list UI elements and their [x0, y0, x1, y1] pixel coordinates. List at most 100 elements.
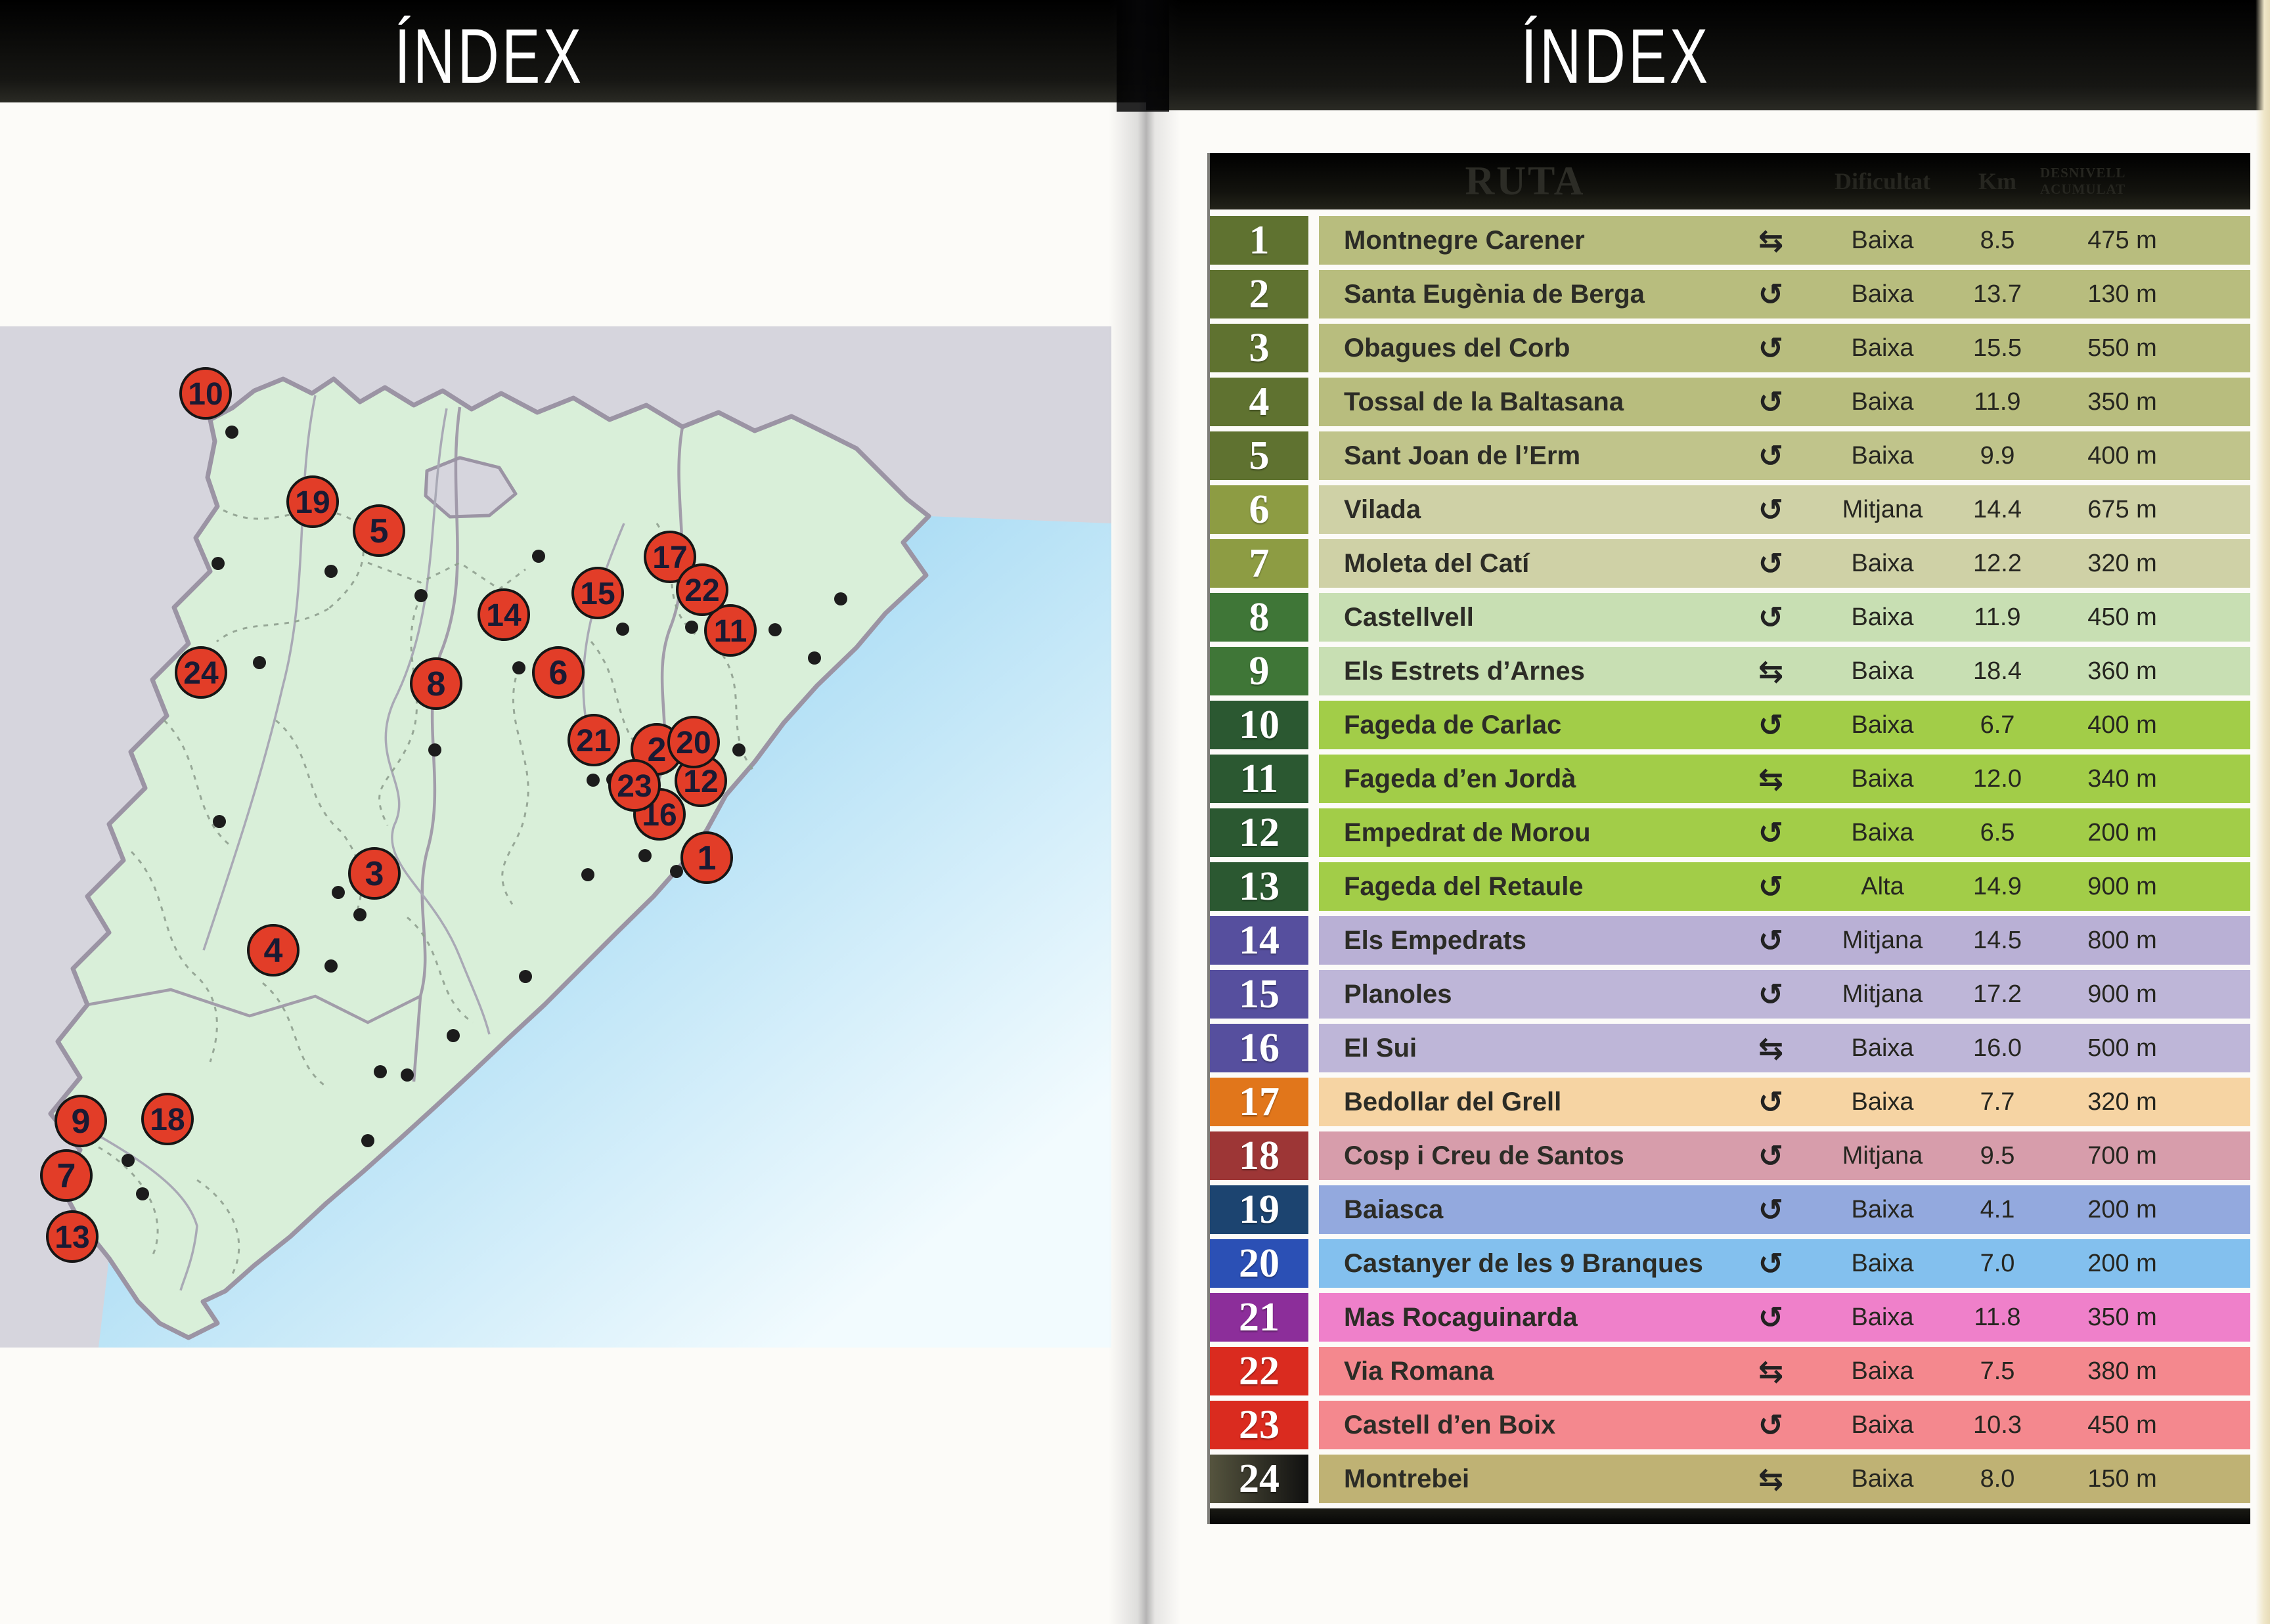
svg-text:11: 11: [714, 614, 747, 649]
route-name: Vilada: [1344, 494, 1421, 524]
row-gap: [1308, 431, 1319, 480]
route-band: Empedrat de Morou ↺ Baixa 6.5 200 m: [1319, 808, 2250, 857]
route-elevation-gain: 475 m: [2087, 226, 2157, 254]
route-elevation-gain: 360 m: [2087, 657, 2157, 685]
table-row-22: 22 Via Romana ⇆ Baixa 7.5 380 m: [1210, 1347, 2250, 1395]
table-bottom-bar: [1210, 1508, 2250, 1524]
map-marker-20: 20: [667, 716, 720, 768]
route-name: Planoles: [1344, 979, 1452, 1009]
route-number: 4: [1210, 378, 1308, 426]
route-band: Baiasca ↺ Baixa 4.1 200 m: [1319, 1185, 2250, 1234]
route-type-icon: ⇆: [1758, 1030, 1784, 1066]
row-gap: [1308, 324, 1319, 372]
route-distance-km: 11.9: [1974, 603, 2021, 631]
route-elevation-gain: 400 m: [2087, 441, 2157, 470]
row-gap: [1308, 755, 1319, 803]
route-type-icon: ↺: [1758, 384, 1784, 420]
svg-text:1: 1: [698, 839, 717, 877]
right-page-title: ÍNDEX: [1521, 13, 1711, 100]
route-type-icon: ↺: [1758, 869, 1784, 904]
town-dot: [136, 1187, 149, 1200]
route-type-icon: ↺: [1758, 1192, 1784, 1227]
map-marker-10: 10: [179, 367, 232, 420]
route-number: 10: [1210, 701, 1308, 749]
route-type-icon: ↺: [1758, 707, 1784, 743]
row-gap: [1308, 647, 1319, 695]
route-band: Fageda de Carlac ↺ Baixa 6.7 400 m: [1319, 701, 2250, 749]
route-type-icon: ↺: [1758, 1246, 1784, 1281]
route-type-icon: ↺: [1758, 815, 1784, 850]
map-marker-19: 19: [286, 475, 339, 528]
row-gap: [1308, 593, 1319, 642]
route-name: Fageda del Retaule: [1344, 871, 1584, 901]
route-difficulty: Baixa: [1851, 1303, 1914, 1331]
route-distance-km: 14.5: [1973, 926, 2022, 954]
route-elevation-gain: 800 m: [2087, 926, 2157, 954]
town-dot: [428, 743, 441, 757]
route-distance-km: 7.5: [1980, 1357, 2015, 1385]
route-difficulty: Alta: [1861, 872, 1904, 900]
table-row-23: 23 Castell d’en Boix ↺ Baixa 10.3 450 m: [1210, 1401, 2250, 1449]
town-dot: [225, 426, 238, 439]
route-type-icon: ↺: [1758, 600, 1784, 635]
svg-text:8: 8: [427, 665, 446, 703]
route-band: Els Estrets d’Arnes ⇆ Baixa 18.4 360 m: [1319, 647, 2250, 695]
svg-text:23: 23: [617, 769, 652, 804]
route-distance-km: 11.8: [1974, 1303, 2021, 1331]
route-distance-km: 8.5: [1980, 226, 2015, 254]
table-row-24: 24 Montrebei ⇆ Baixa 8.0 150 m: [1210, 1455, 2250, 1503]
route-name: Via Romana: [1344, 1356, 1494, 1386]
route-type-icon: ↺: [1758, 923, 1784, 958]
route-name: Obagues del Corb: [1344, 333, 1570, 362]
route-difficulty: Baixa: [1851, 603, 1914, 631]
town-dot: [685, 621, 698, 634]
map-marker-1: 1: [680, 831, 733, 884]
route-number: 3: [1210, 324, 1308, 372]
route-elevation-gain: 150 m: [2087, 1464, 2157, 1493]
route-distance-km: 4.1: [1980, 1195, 2015, 1223]
route-elevation-gain: 450 m: [2087, 603, 2157, 631]
route-band: Montnegre Carener ⇆ Baixa 8.5 475 m: [1319, 216, 2250, 265]
table-row-17: 17 Bedollar del Grell ↺ Baixa 7.7 320 m: [1210, 1078, 2250, 1126]
town-dot: [414, 589, 428, 602]
route-number: 19: [1210, 1185, 1308, 1234]
table-row-4: 4 Tossal de la Baltasana ↺ Baixa 11.9 35…: [1210, 378, 2250, 426]
town-dot: [581, 868, 594, 881]
town-dot: [532, 550, 545, 563]
route-number: 21: [1210, 1293, 1308, 1342]
table-row-20: 20 Castanyer de les 9 Branques ↺ Baixa 7…: [1210, 1239, 2250, 1288]
route-distance-km: 9.9: [1980, 441, 2015, 470]
route-name: Bedollar del Grell: [1344, 1087, 1562, 1116]
route-distance-km: 16.0: [1973, 1034, 2022, 1062]
route-type-icon: ↺: [1758, 330, 1784, 366]
route-type-icon: ⇆: [1758, 223, 1784, 258]
route-difficulty: Baixa: [1851, 334, 1914, 362]
route-name: Baiasca: [1344, 1195, 1444, 1224]
route-elevation-gain: 130 m: [2087, 280, 2157, 308]
town-dot: [447, 1029, 460, 1042]
route-name: El Sui: [1344, 1033, 1417, 1063]
svg-text:7: 7: [57, 1157, 76, 1195]
route-name: Cosp i Creu de Santos: [1344, 1141, 1624, 1170]
route-difficulty: Baixa: [1851, 1411, 1914, 1439]
svg-text:9: 9: [72, 1103, 91, 1141]
table-row-8: 8 Castellvell ↺ Baixa 11.9 450 m: [1210, 593, 2250, 642]
route-band: Via Romana ⇆ Baixa 7.5 380 m: [1319, 1347, 2250, 1395]
svg-text:17: 17: [652, 540, 687, 575]
town-dot: [638, 849, 652, 862]
route-number: 24: [1210, 1455, 1308, 1503]
map-marker-9: 9: [55, 1095, 107, 1147]
route-name: Montrebei: [1344, 1464, 1470, 1493]
route-difficulty: Baixa: [1851, 441, 1914, 470]
route-type-icon: ↺: [1758, 1300, 1784, 1335]
route-band: Els Empedrats ↺ Mitjana 14.5 800 m: [1319, 916, 2250, 965]
table-row-1: 1 Montnegre Carener ⇆ Baixa 8.5 475 m: [1210, 216, 2250, 265]
route-difficulty: Baixa: [1851, 226, 1914, 254]
route-difficulty: Baixa: [1851, 657, 1914, 685]
route-type-icon: ⇆: [1758, 1353, 1784, 1389]
route-name: Els Empedrats: [1344, 925, 1526, 955]
route-distance-km: 12.0: [1973, 764, 2022, 793]
route-number: 15: [1210, 970, 1308, 1019]
svg-text:12: 12: [683, 764, 718, 799]
route-name: Montnegre Carener: [1344, 225, 1585, 255]
